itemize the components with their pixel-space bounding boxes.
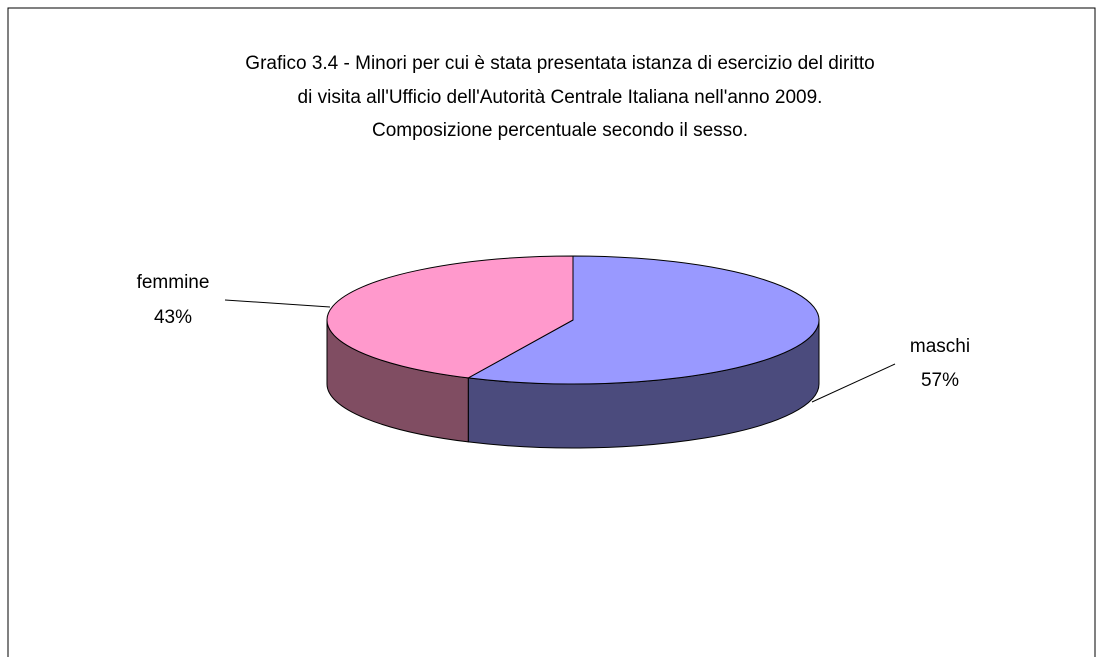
leader-line: [224, 299, 331, 308]
leader-line: [811, 363, 896, 403]
chart-title: Grafico 3.4 - Minori per cui è stata pre…: [245, 53, 874, 74]
pie-slice: [466, 255, 820, 385]
chart-title: Composizione percentuale secondo il sess…: [372, 120, 748, 141]
slice-value-label: 43%: [154, 307, 192, 328]
slice-label: femmine: [137, 272, 210, 293]
slice-label: maschi: [910, 336, 970, 357]
slice-value-label: 57%: [921, 370, 959, 391]
chart-title: di visita all'Ufficio dell'Autorità Cent…: [298, 87, 823, 108]
pie-slice: [326, 255, 574, 379]
